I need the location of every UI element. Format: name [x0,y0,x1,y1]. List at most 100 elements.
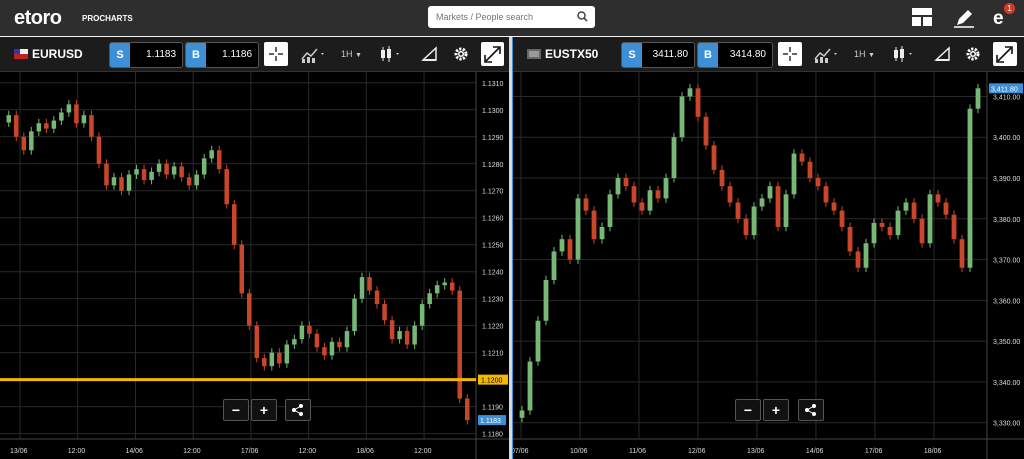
last-price-label: 3,411.80 [991,86,1018,93]
sell-price: 1.1183 [146,49,176,60]
y-tick-label: 3,400.00 [993,135,1020,142]
candle [457,290,462,399]
crosshair-button[interactable] [264,42,288,66]
candle [591,210,597,240]
candle [464,398,470,421]
candle [679,96,685,138]
candle [89,115,94,137]
crosshair-button[interactable] [778,42,802,66]
last-price-tag [989,83,1023,94]
candle [967,108,973,268]
buy-price-button[interactable]: B 1.1186 [185,42,259,68]
sell-tag: S [110,43,130,67]
x-tick-label: 12:00 [299,448,317,455]
sell-price: 3411.80 [652,49,688,60]
expand-button[interactable] [993,42,1017,66]
candle [404,331,410,345]
candle [299,325,305,340]
candle [247,293,252,326]
candle [359,277,365,299]
chart-toolbar: EUSTX50 S 3411.80 B 3414.80 1H ▼ [513,37,1024,72]
x-tick-label: 18/06 [356,448,374,455]
indicators-icon[interactable] [300,42,328,66]
zoom-in-button[interactable]: + [763,399,789,421]
zoom-out-button[interactable]: − [735,399,761,421]
share-icon [292,404,303,416]
flag-icon [527,49,541,59]
x-tick-label: 13/06 [10,448,28,455]
candles-icon[interactable] [378,42,404,66]
candle [344,331,350,348]
layout-icon[interactable] [912,8,932,26]
etoro-logo[interactable]: etoro [14,7,62,29]
panel-divider[interactable] [509,37,512,459]
candle [527,361,533,411]
candle [322,347,327,356]
buy-price: 1.1186 [222,49,252,60]
share-button[interactable] [285,399,311,421]
sell-price-button[interactable]: S 1.1183 [109,42,183,68]
expand-button[interactable] [481,42,504,66]
pencil-icon[interactable] [954,8,974,28]
x-tick-label: 14/06 [125,448,143,455]
y-tick-label: 1.1280 [482,162,504,169]
gear-icon[interactable] [452,42,470,66]
gear-icon[interactable] [964,42,982,66]
drawing-tools-icon[interactable] [420,42,440,66]
share-button[interactable] [798,399,824,421]
symbol-name[interactable]: EURUSD [32,47,83,61]
candle [412,325,417,345]
candle [171,166,177,175]
candle [751,206,757,236]
drawing-tools-icon[interactable] [933,42,953,66]
etoro-e-icon[interactable]: e [993,8,1004,29]
indicators-icon[interactable] [813,42,841,66]
candle [583,198,589,211]
candle [791,153,797,195]
symbol-name[interactable]: EUSTX50 [545,47,599,61]
candle [126,174,132,191]
price-level-tag [478,374,508,385]
candle [927,194,933,244]
candle [59,112,64,121]
zoom-out-button[interactable]: − [223,399,249,421]
price-chart[interactable]: 1.1310 1.1300 1.1290 1.1280 1.1270 1.1260 1.12… [0,72,509,459]
candle [959,239,965,268]
candle [134,169,139,175]
candle [847,226,853,252]
y-tick-label: 3,330.00 [993,421,1020,428]
candle [519,410,525,418]
search-icon[interactable] [577,11,588,22]
candle [855,251,861,268]
interval-selector[interactable]: 1H ▼ [854,42,875,66]
candle [943,202,949,215]
search-input[interactable] [428,6,576,28]
candle [262,358,267,367]
candle [434,285,440,294]
candle [831,202,837,211]
search-box[interactable] [428,6,595,28]
candle [759,198,765,207]
expand-icon [996,46,1013,63]
chart-panel-eustx50: EUSTX50 S 3411.80 B 3414.80 1H ▼ 3,410.0… [512,37,1024,459]
price-chart[interactable]: 3,410.00 3,400.00 3,390.00 3,380.00 3,370.00… [513,72,1024,459]
sell-price-button[interactable]: S 3411.80 [621,42,695,68]
y-tick-label: 1.1300 [482,108,504,115]
candles-icon[interactable] [891,42,917,66]
candle [284,344,290,364]
zoom-in-button[interactable]: + [251,399,277,421]
candle [449,282,455,291]
candle [879,222,885,227]
interval-selector[interactable]: 1H ▼ [341,42,362,66]
candle [807,161,813,179]
candle [575,198,581,260]
candle [887,226,893,236]
x-tick-label: 17/06 [865,448,883,455]
candle [209,150,214,159]
candle [631,186,637,203]
candle [419,304,425,326]
candle [783,194,789,227]
candle [314,333,320,348]
buy-price-button[interactable]: B 3414.80 [697,42,773,68]
candle [919,218,925,244]
